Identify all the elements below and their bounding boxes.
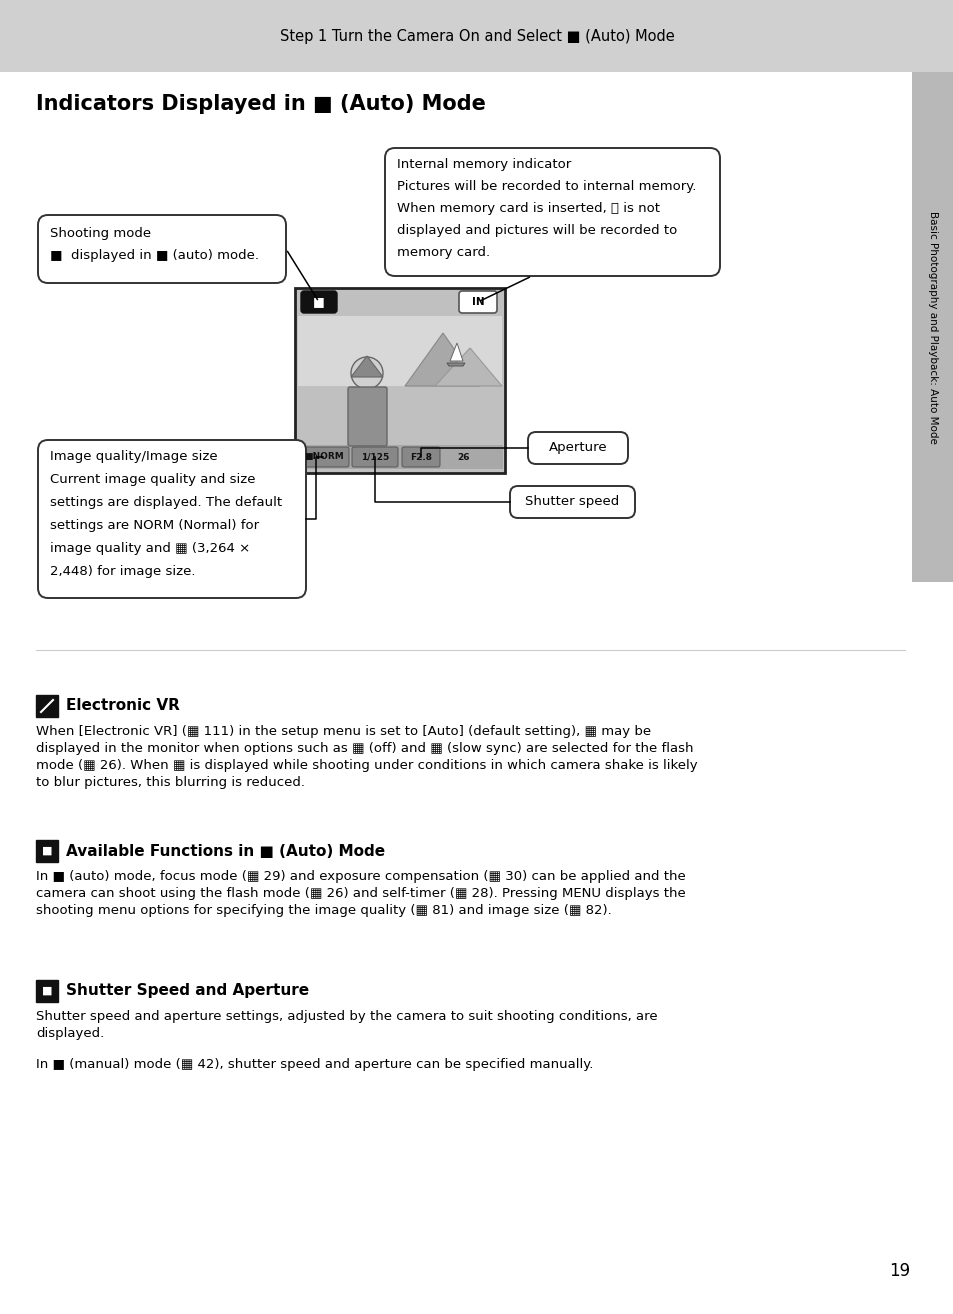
- Text: ■: ■: [313, 296, 325, 309]
- FancyBboxPatch shape: [38, 215, 286, 283]
- Circle shape: [351, 357, 382, 389]
- FancyBboxPatch shape: [527, 432, 627, 464]
- Text: Basic Photography and Playback: Auto Mode: Basic Photography and Playback: Auto Mod…: [927, 210, 937, 443]
- Text: In ■ (auto) mode, focus mode (▦ 29) and exposure compensation (▦ 30) can be appl: In ■ (auto) mode, focus mode (▦ 29) and …: [36, 870, 685, 917]
- Text: ■: ■: [42, 986, 52, 996]
- Polygon shape: [435, 348, 501, 386]
- Text: Current image quality and size: Current image quality and size: [50, 473, 255, 486]
- Text: Electronic VR: Electronic VR: [66, 699, 180, 714]
- Polygon shape: [405, 332, 479, 386]
- Text: ■: ■: [42, 846, 52, 855]
- Polygon shape: [450, 343, 462, 361]
- Bar: [297, 386, 501, 448]
- Text: displayed and pictures will be recorded to: displayed and pictures will be recorded …: [396, 223, 677, 237]
- Text: Internal memory indicator: Internal memory indicator: [396, 158, 571, 171]
- Text: ■  displayed in ■ (auto) mode.: ■ displayed in ■ (auto) mode.: [50, 248, 258, 261]
- Text: F2.8: F2.8: [410, 452, 432, 461]
- Text: Pictures will be recorded to internal memory.: Pictures will be recorded to internal me…: [396, 180, 696, 193]
- FancyBboxPatch shape: [510, 486, 635, 518]
- FancyBboxPatch shape: [301, 290, 336, 313]
- Text: Shooting mode: Shooting mode: [50, 227, 151, 240]
- FancyBboxPatch shape: [348, 388, 387, 445]
- Bar: [296, 445, 502, 469]
- Text: Aperture: Aperture: [548, 442, 607, 455]
- Polygon shape: [447, 363, 464, 367]
- Bar: [0, 0, 953, 72]
- FancyBboxPatch shape: [458, 290, 497, 313]
- Text: ■NORM: ■NORM: [304, 452, 343, 461]
- Text: Step 1 Turn the Camera On and Select ■ (Auto) Mode: Step 1 Turn the Camera On and Select ■ (…: [279, 29, 674, 43]
- Text: IN: IN: [471, 297, 484, 307]
- Text: memory card.: memory card.: [396, 246, 490, 259]
- FancyBboxPatch shape: [385, 148, 720, 276]
- Text: In ■ (manual) mode (▦ 42), shutter speed and aperture can be specified manually.: In ■ (manual) mode (▦ 42), shutter speed…: [36, 1058, 593, 1071]
- Polygon shape: [351, 356, 382, 377]
- Text: When [Electronic VR] (▦ 111) in the setup menu is set to [Auto] (default setting: When [Electronic VR] (▦ 111) in the setu…: [36, 725, 697, 788]
- Bar: [294, 288, 504, 473]
- FancyBboxPatch shape: [298, 447, 349, 466]
- Text: Image quality/Image size: Image quality/Image size: [50, 449, 217, 463]
- Text: Shutter speed and aperture settings, adjusted by the camera to suit shooting con: Shutter speed and aperture settings, adj…: [36, 1010, 657, 1039]
- Text: image quality and ▦ (3,264 ×: image quality and ▦ (3,264 ×: [50, 541, 250, 555]
- Text: 2,448) for image size.: 2,448) for image size.: [50, 565, 195, 578]
- Text: When memory card is inserted, Ⓘ is not: When memory card is inserted, Ⓘ is not: [396, 202, 659, 215]
- FancyBboxPatch shape: [38, 440, 306, 598]
- Bar: [36, 695, 58, 717]
- Text: settings are NORM (Normal) for: settings are NORM (Normal) for: [50, 519, 259, 532]
- Text: Available Functions in ■ (Auto) Mode: Available Functions in ■ (Auto) Mode: [66, 844, 385, 858]
- FancyBboxPatch shape: [352, 447, 397, 466]
- Bar: [36, 840, 58, 862]
- Text: 26: 26: [457, 452, 470, 461]
- Bar: [36, 980, 58, 1003]
- Text: Indicators Displayed in ■ (Auto) Mode: Indicators Displayed in ■ (Auto) Mode: [36, 95, 485, 114]
- Text: settings are displayed. The default: settings are displayed. The default: [50, 495, 282, 509]
- Text: 19: 19: [888, 1261, 909, 1280]
- Bar: [297, 315, 501, 386]
- Text: 1/125: 1/125: [360, 452, 389, 461]
- Text: Shutter speed: Shutter speed: [524, 495, 618, 509]
- Bar: [911, 72, 953, 582]
- Text: Shutter Speed and Aperture: Shutter Speed and Aperture: [66, 983, 309, 999]
- FancyBboxPatch shape: [401, 447, 439, 466]
